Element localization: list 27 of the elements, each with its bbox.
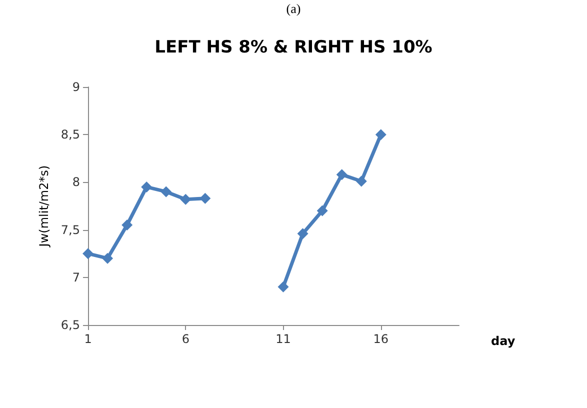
y-tick-label: 8,5	[60, 128, 80, 142]
point	[297, 228, 308, 240]
x-axis-title: day	[491, 334, 516, 348]
y-tick-label: 6,5	[60, 318, 80, 332]
point	[180, 194, 192, 205]
y-tick-label: 7	[72, 270, 80, 284]
chart-title: LEFT HS 8% & RIGHT HS 10%	[154, 38, 432, 58]
point	[336, 169, 348, 180]
y-tick-label: 9	[72, 80, 80, 94]
text: (a)	[286, 1, 301, 16]
point	[200, 192, 211, 204]
point	[102, 252, 114, 264]
point	[375, 129, 386, 140]
point	[356, 176, 367, 187]
point	[316, 205, 328, 216]
point	[122, 220, 133, 231]
point	[141, 181, 152, 192]
y-axis-title: Jw(mlit/m2*s)	[37, 165, 51, 248]
x-tick-label: 16	[373, 332, 389, 346]
point	[278, 281, 289, 292]
x-tick-label: 6	[182, 332, 190, 346]
x-tick-label: 11	[276, 332, 291, 346]
point	[82, 248, 94, 260]
x-tick-label: 1	[84, 332, 92, 346]
y-tick-label: 7,5	[60, 222, 80, 237]
y-tick-label: 8	[72, 175, 80, 190]
point	[160, 186, 172, 198]
